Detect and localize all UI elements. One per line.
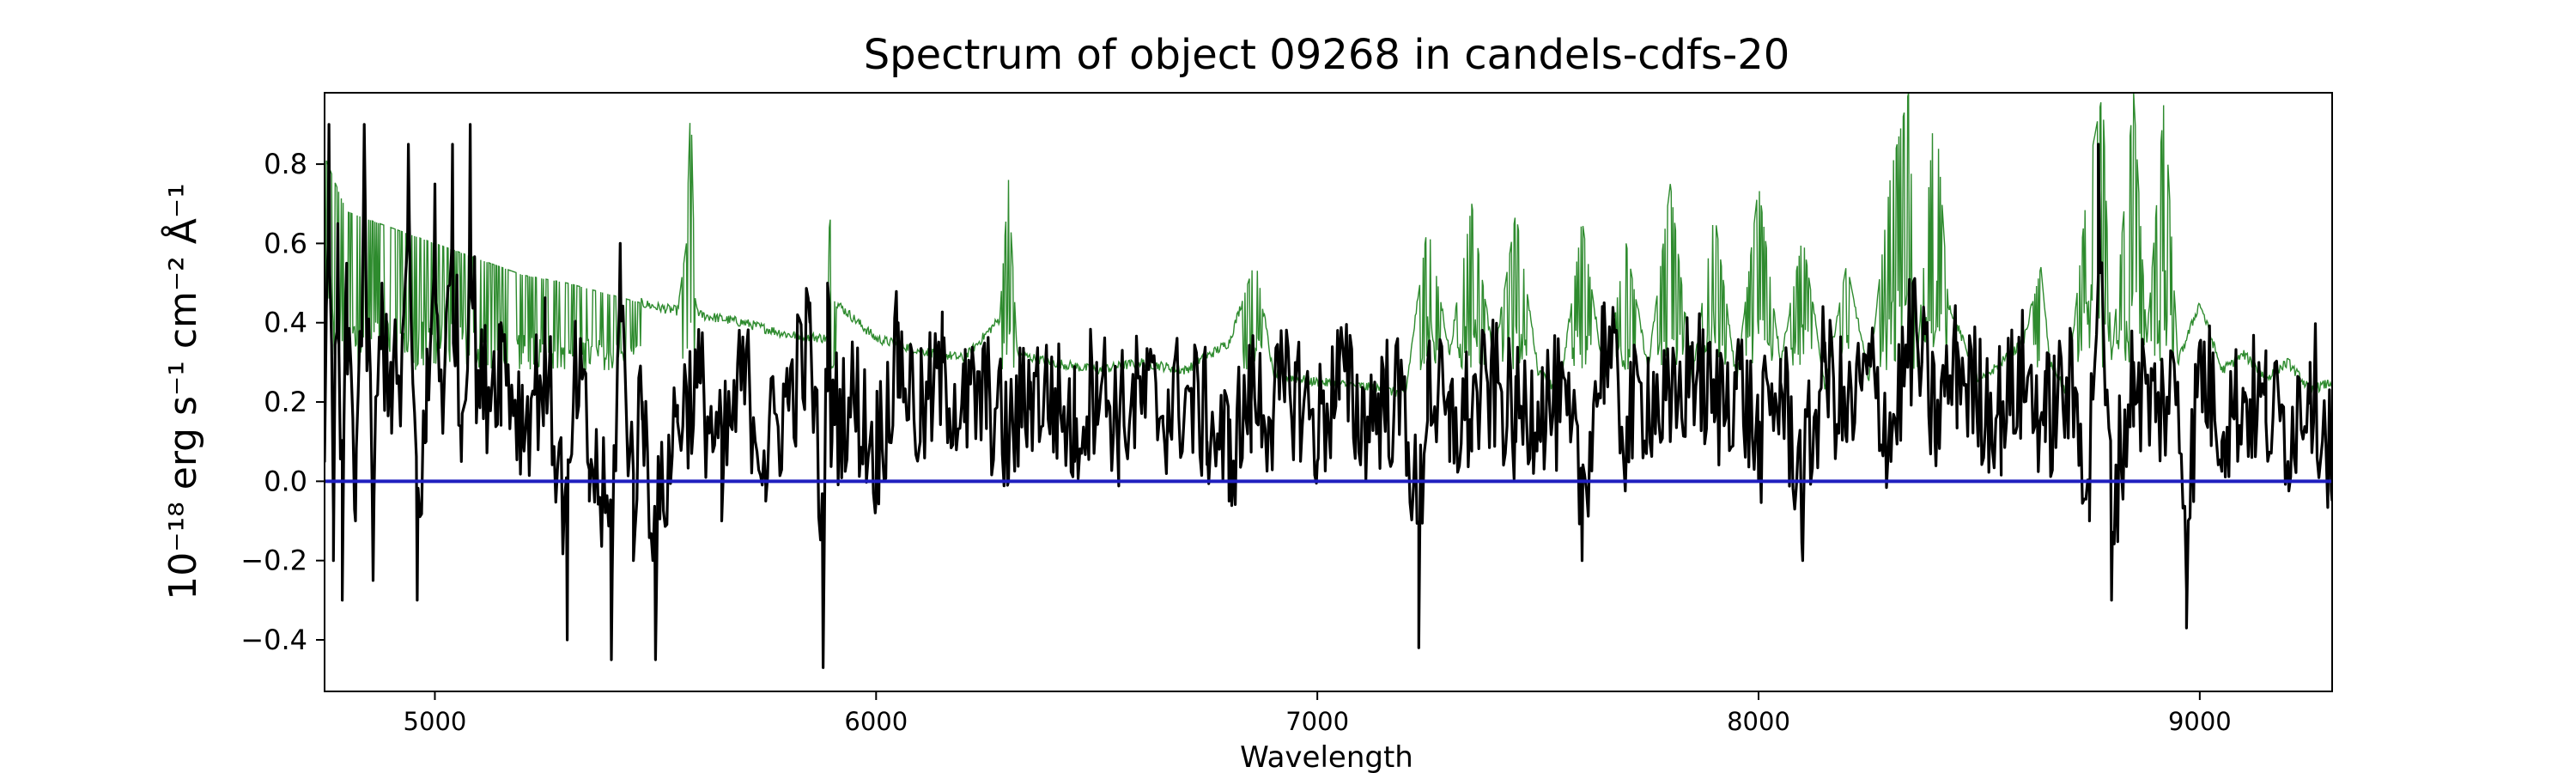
series-layer — [325, 93, 2332, 669]
chart-title: Spectrum of object 09268 in candels-cdfs… — [864, 31, 1790, 79]
x-tick-label: 7000 — [1285, 707, 1349, 736]
y-tick-label: 0.0 — [264, 465, 307, 497]
y-tick-label: 0.2 — [264, 386, 307, 418]
plot-frame — [324, 92, 2333, 692]
x-tick-label: 9000 — [2168, 707, 2232, 736]
x-tick-label: 5000 — [404, 707, 467, 736]
y-tick-label: −0.2 — [240, 545, 307, 577]
y-tick-label: 0.8 — [264, 148, 307, 180]
y-tick-label: 0.6 — [264, 227, 307, 259]
x-tick-label: 6000 — [844, 707, 908, 736]
flux-spectrum-line — [325, 123, 2332, 669]
x-axis: 5000 6000 7000 8000 9000 — [404, 691, 2232, 736]
x-axis-label: Wavelength — [1240, 740, 1413, 773]
y-tick-label: −0.4 — [240, 624, 307, 656]
y-axis-label: 10⁻¹⁸ erg s⁻¹ cm⁻² Å⁻¹ — [160, 183, 205, 600]
y-tick-label: 0.4 — [264, 307, 307, 339]
x-tick-label: 8000 — [1727, 707, 1790, 736]
y-axis: −0.4 −0.2 0.0 0.2 0.4 0.6 0.8 — [240, 148, 325, 656]
